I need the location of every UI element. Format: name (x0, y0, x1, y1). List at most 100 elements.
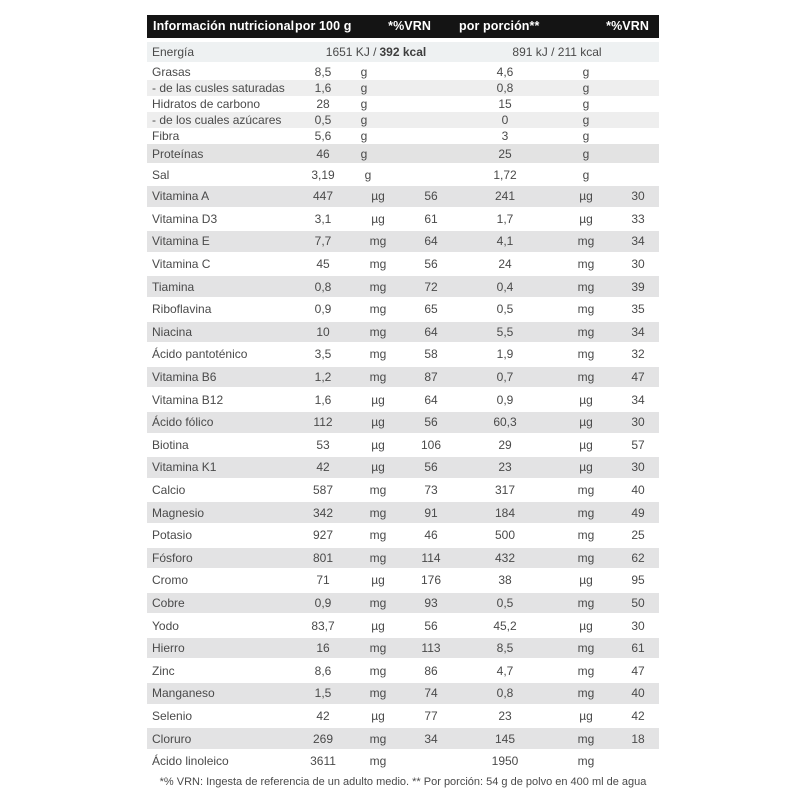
value-per-portion: 38 (498, 573, 512, 588)
unit-per-portion: µg (579, 392, 593, 407)
vrn-per-100g: 61 (424, 211, 438, 226)
vrn-per-100g: 64 (424, 324, 438, 339)
nutrient-name: Biotina (152, 437, 189, 452)
nutrient-name: Fósforo (152, 550, 193, 565)
table-row: Sal 3,19 g 1,72 g (147, 163, 659, 186)
value-per-100g: 927 (312, 528, 334, 543)
value-per-100g: 10 (316, 324, 330, 339)
vrn-per-portion: 42 (631, 708, 645, 723)
nutrient-name: Cobre (152, 595, 185, 610)
value-per-100g: 587 (312, 483, 334, 498)
unit-per-portion: g (582, 97, 590, 111)
nutrient-name: Sal (152, 167, 170, 182)
unit-per-portion: mg (577, 279, 595, 294)
table-row: Vitamina B6 1,2 mg 87 0,7 mg 47 (147, 366, 659, 388)
vrn-per-100g: 74 (424, 686, 438, 701)
unit-per-100g: mg (369, 731, 387, 746)
nutrient-name: Ácido linoleico (152, 754, 229, 769)
value-per-portion: 3 (501, 129, 509, 143)
vrn-per-portion: 50 (631, 595, 645, 610)
value-per-portion: 23 (498, 460, 512, 475)
vrn-per-portion: 30 (631, 618, 645, 633)
unit-per-portion: mg (577, 731, 595, 746)
table-row: Magnesio 342 mg 91 184 mg 49 (147, 502, 659, 523)
table-row: Biotina 53 µg 106 29 µg 57 (147, 435, 659, 456)
nutrient-name: Magnesio (152, 505, 205, 520)
unit-per-100g: mg (369, 279, 387, 294)
unit-per-portion: g (582, 65, 590, 79)
header-title: Información nutricional (153, 19, 295, 33)
vrn-per-100g: 114 (421, 550, 441, 565)
table-row: Ácido linoleico 3611 mg 1950 mg (147, 751, 659, 772)
value-per-100g: 0,9 (314, 595, 332, 610)
vrn-per-100g: 56 (424, 415, 438, 430)
value-per-100g: 1,6 (314, 392, 332, 407)
vrn-per-portion: 32 (631, 347, 645, 362)
unit-per-portion: µg (579, 708, 593, 723)
nutrient-name: Vitamina D3 (152, 211, 218, 226)
vrn-per-portion: 39 (631, 279, 645, 294)
unit-per-portion: mg (577, 234, 595, 249)
value-per-portion: 317 (494, 483, 516, 498)
nutrient-name: Vitamina K1 (152, 460, 217, 475)
value-per-portion: 145 (494, 731, 516, 746)
vrn-per-portion: 62 (631, 550, 645, 565)
value-per-portion: 0,8 (496, 686, 514, 701)
nutrient-name: Tiamina (152, 279, 195, 294)
value-per-100g: 801 (312, 550, 334, 565)
nutrient-name: Niacina (152, 324, 193, 339)
unit-per-100g: mg (369, 528, 387, 543)
vrn-per-portion: 34 (631, 324, 645, 339)
unit-per-100g: mg (369, 483, 387, 498)
value-per-100g: 7,7 (314, 234, 332, 249)
table-row: Fibra 5,6 g 3 g (147, 128, 659, 144)
nutrient-name: Energía (152, 45, 195, 59)
table-row: Cromo 71 µg 176 38 µg 95 (147, 570, 659, 591)
nutrient-name: Grasas (152, 65, 191, 79)
vrn-per-portion: 30 (631, 257, 645, 272)
energy-per-100g: 1651 KJ /392 kcal (297, 45, 455, 59)
header-vrn-right: *%VRN (606, 19, 649, 33)
unit-per-portion: µg (579, 573, 593, 588)
unit-per-100g: g (360, 146, 368, 161)
value-per-portion: 25 (498, 146, 512, 161)
value-per-portion: 500 (494, 528, 516, 543)
value-per-portion: 4,6 (496, 65, 514, 79)
table-row: Vitamina B12 1,6 µg 64 0,9 µg 34 (147, 389, 659, 410)
table-row: Yodo 83,7 µg 56 45,2 µg 30 (147, 615, 659, 636)
value-per-portion: 432 (494, 550, 516, 565)
value-per-100g: 8,6 (314, 663, 332, 678)
macro-rows-section: Grasas 8,5 g 4,6 g - de las cusles satur… (147, 64, 659, 163)
value-per-100g: 16 (316, 641, 330, 656)
unit-per-100g: µg (371, 211, 385, 226)
unit-per-100g: g (360, 97, 368, 111)
vrn-per-portion: 57 (631, 437, 645, 452)
unit-per-100g: mg (369, 686, 387, 701)
unit-per-100g: µg (371, 573, 385, 588)
vrn-per-portion: 47 (631, 663, 645, 678)
unit-per-portion: mg (577, 302, 595, 317)
energy-row: Energía 1651 KJ /392 kcal 891 kJ / 211 k… (147, 42, 659, 62)
vrn-per-portion: 34 (631, 392, 645, 407)
nutrient-name: Riboflavina (152, 302, 212, 317)
nutrient-name: Hidratos de carbono (152, 97, 261, 111)
vrn-per-100g: 77 (424, 708, 438, 723)
unit-per-portion: µg (579, 460, 593, 475)
unit-per-portion: g (582, 167, 590, 182)
unit-per-100g: mg (369, 347, 387, 362)
nutrient-name: Vitamina A (152, 189, 210, 204)
table-row: Cobre 0,9 mg 93 0,5 mg 50 (147, 592, 659, 614)
value-per-100g: 71 (316, 573, 330, 588)
nutrient-name: Yodo (152, 618, 179, 633)
table-row: Vitamina D3 3,1 µg 61 1,7 µg 33 (147, 209, 659, 230)
value-per-portion: 1,72 (493, 167, 517, 182)
unit-per-portion: mg (577, 347, 595, 362)
unit-per-100g: mg (369, 754, 387, 769)
unit-per-portion: g (582, 146, 590, 161)
value-per-100g: 3611 (310, 754, 336, 769)
value-per-100g: 1,5 (314, 686, 332, 701)
table-row: Ácido fólico 112 µg 56 60,3 µg 30 (147, 411, 659, 433)
value-per-100g: 46 (316, 146, 330, 161)
value-per-portion: 23 (498, 708, 512, 723)
micro-rows-section: Vitamina A 447 µg 56 241 µg 30 Vitamina … (147, 186, 659, 771)
